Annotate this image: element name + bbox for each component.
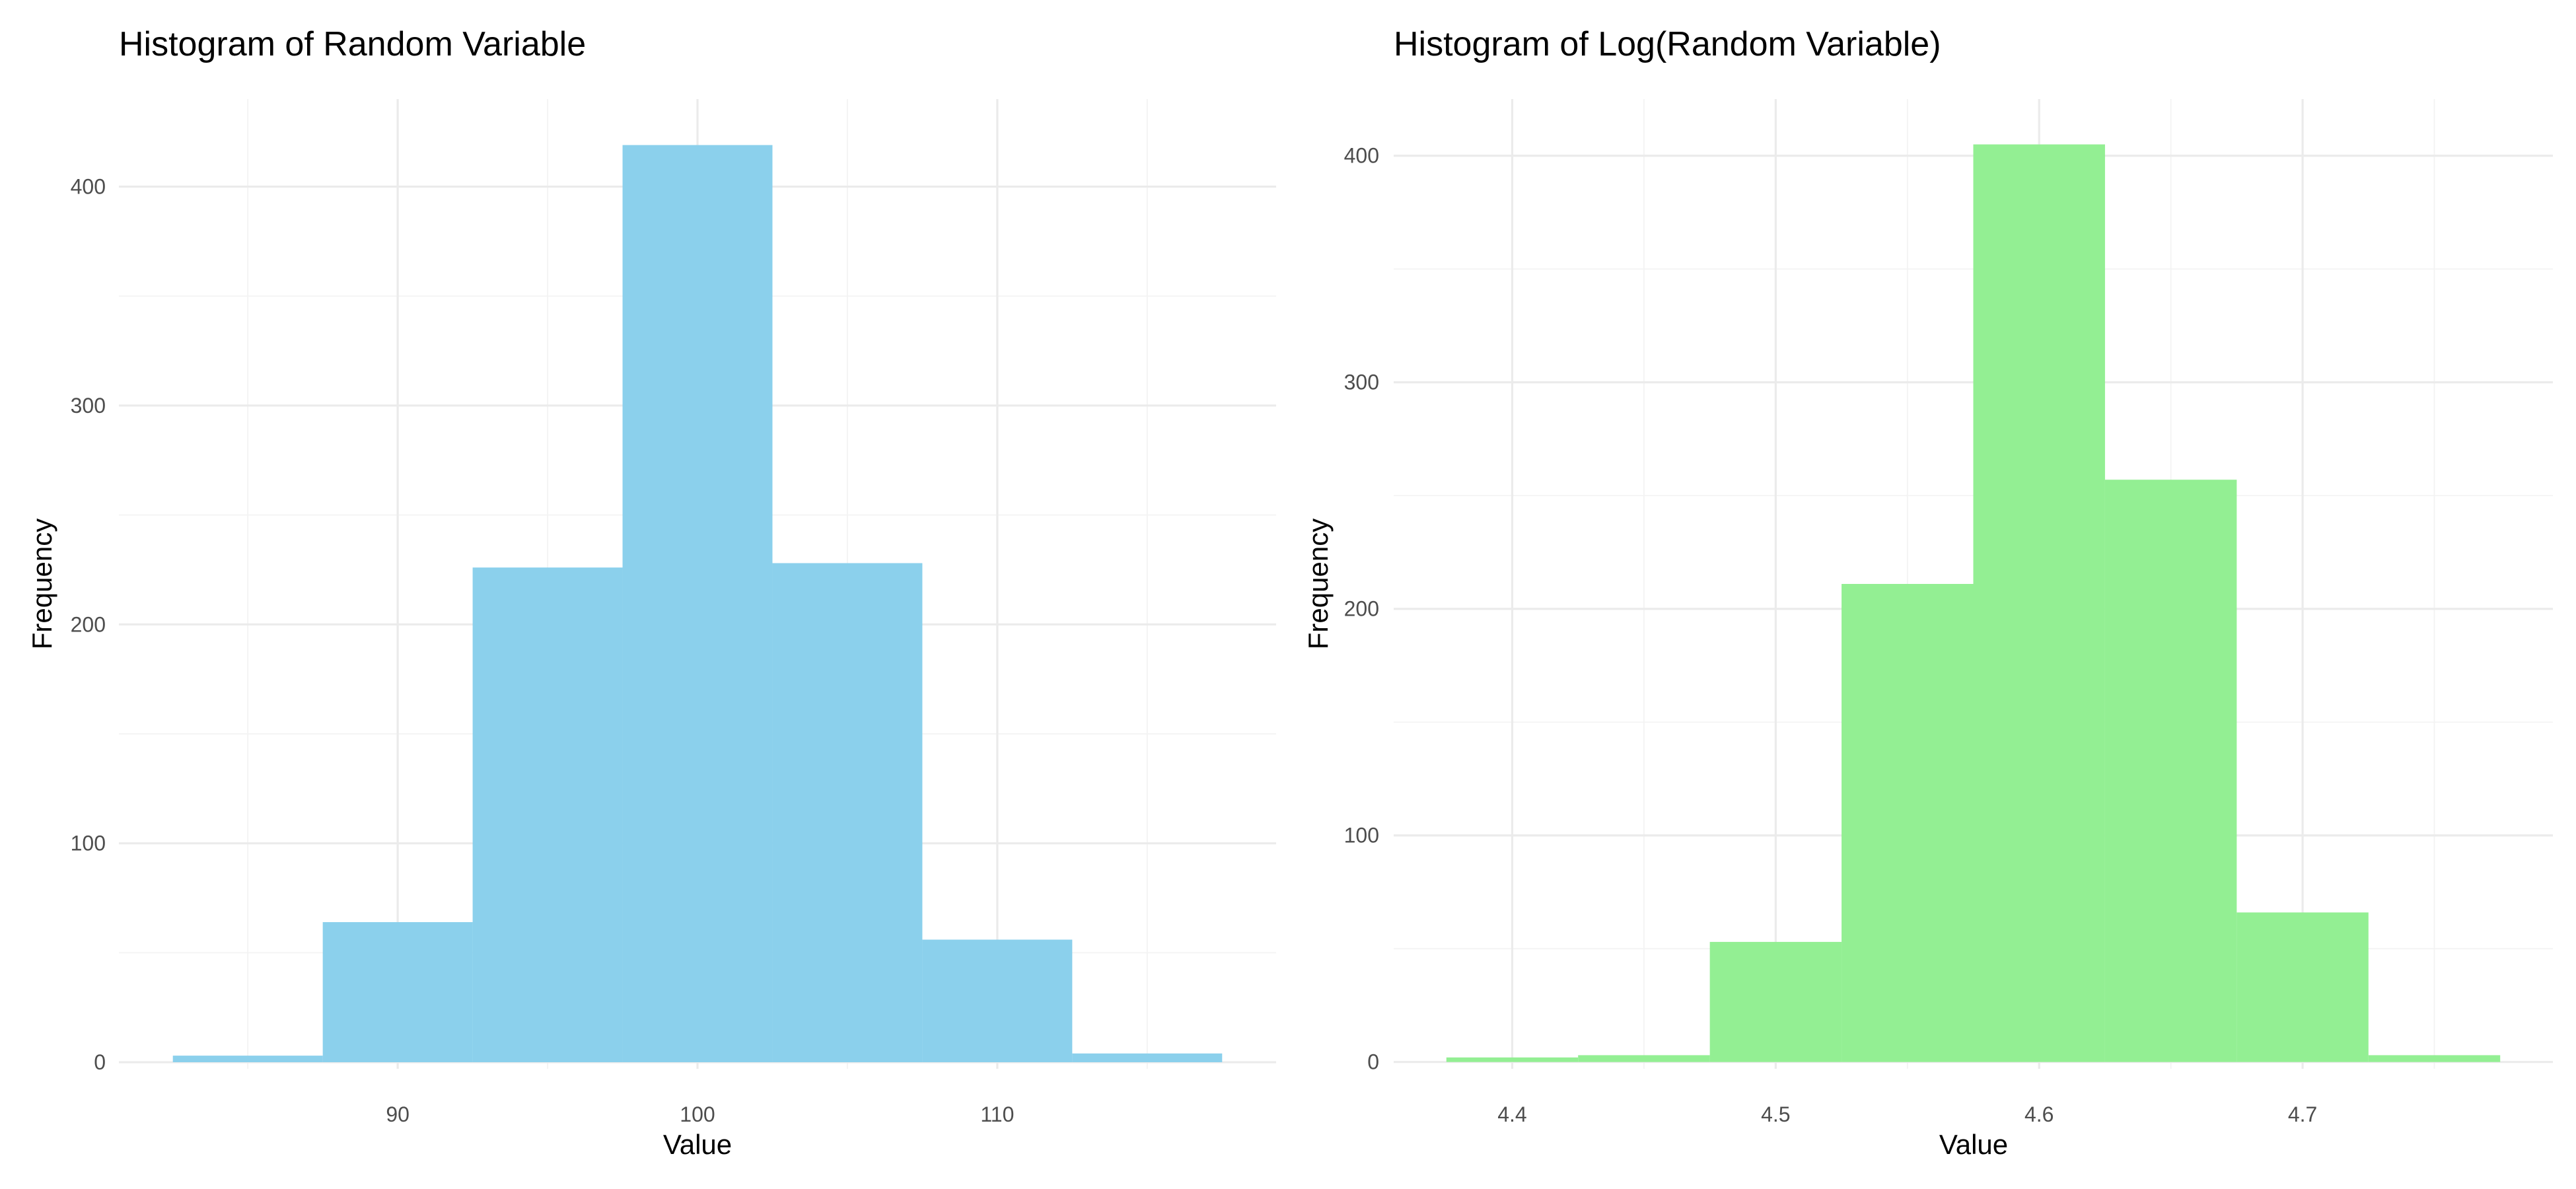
x-tick-label: 100 [680,1102,715,1126]
histogram-bar [2368,1055,2501,1062]
y-axis-label: Frequency [1303,519,1334,649]
y-tick-label: 100 [71,832,106,855]
histogram-bar [1072,1053,1223,1063]
y-tick-label: 300 [71,394,106,417]
x-axis-label: Value [663,1129,732,1160]
x-tick-labels: 4.4 4.5 4.6 4.7 [1497,1102,2317,1126]
y-tick-labels: 0 100 200 300 400 [71,175,106,1075]
histogram-bar [772,563,923,1063]
panel-log-random-variable: Histogram of Log(Random Variable) Value … [1303,25,2553,1160]
y-tick-label: 400 [1344,144,1379,168]
chart-title: Histogram of Log(Random Variable) [1394,25,1941,63]
histogram-bar [1578,1055,1710,1062]
histogram-bar [1842,584,1974,1062]
histogram-bar [472,567,623,1063]
histogram-bar [322,921,473,1063]
y-tick-label: 0 [94,1050,106,1074]
x-tick-label: 4.6 [2024,1102,2054,1126]
y-tick-label: 200 [71,612,106,636]
histogram-bar [1973,144,2105,1062]
y-tick-labels: 0 100 200 300 400 [1344,144,1379,1074]
chart-title: Histogram of Random Variable [119,25,586,63]
y-axis-label: Frequency [26,519,57,649]
bars [1446,144,2501,1062]
x-tick-label: 90 [386,1102,410,1126]
histogram-bar [1446,1057,1579,1062]
y-tick-label: 200 [1344,597,1379,621]
histogram-bar [172,1056,323,1063]
histogram-bar [2236,912,2369,1062]
x-tick-label: 4.5 [1761,1102,1790,1126]
x-axis-label: Value [1939,1129,2008,1160]
histogram-bar [622,145,773,1063]
y-tick-label: 300 [1344,371,1379,394]
bars [172,145,1223,1063]
x-tick-label: 4.7 [2288,1102,2317,1126]
x-tick-label: 110 [980,1102,1014,1126]
histogram-bar [922,939,1073,1063]
y-tick-label: 0 [1367,1050,1379,1074]
panel-random-variable: Histogram of Random Variable Value Frequ… [26,25,1276,1160]
histogram-bar [2104,480,2237,1062]
x-tick-labels: 90 100 110 [386,1102,1014,1126]
x-tick-label: 4.4 [1497,1102,1526,1126]
y-tick-label: 100 [1344,824,1379,847]
y-tick-label: 400 [71,175,106,199]
histogram-bar [1709,941,1842,1062]
